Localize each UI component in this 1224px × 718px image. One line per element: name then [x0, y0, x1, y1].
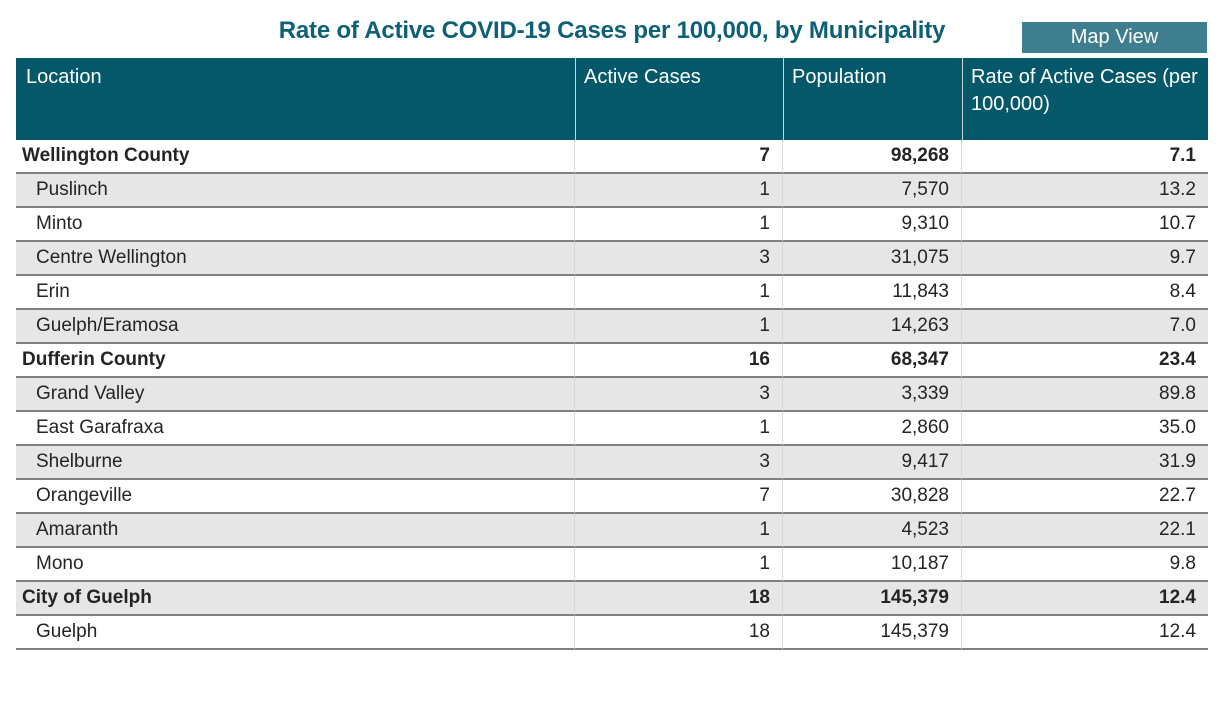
table-row[interactable]: Centre Wellington 3 31,075 9.7	[16, 242, 1208, 276]
table-row[interactable]: Grand Valley 3 3,339 89.8	[16, 378, 1208, 412]
active-cases-cell: 1	[575, 514, 783, 548]
active-cases-cell: 1	[575, 208, 783, 242]
active-cases-cell: 3	[575, 378, 783, 412]
table-row[interactable]: Erin 1 11,843 8.4	[16, 276, 1208, 310]
rate-cell: 9.8	[962, 548, 1208, 582]
table-row[interactable]: East Garafraxa 1 2,860 35.0	[16, 412, 1208, 446]
population-cell: 68,347	[783, 344, 962, 378]
population-cell: 9,417	[783, 446, 962, 480]
covid-rates-table: Location Active Cases Population Rate of…	[16, 58, 1208, 650]
table-header-row: Location Active Cases Population Rate of…	[16, 58, 1208, 140]
report-header: Rate of Active COVID-19 Cases per 100,00…	[0, 0, 1224, 58]
active-cases-cell: 1	[575, 174, 783, 208]
population-cell: 7,570	[783, 174, 962, 208]
rate-cell: 22.1	[962, 514, 1208, 548]
active-cases-cell: 1	[575, 412, 783, 446]
active-cases-cell: 18	[575, 582, 783, 616]
table-row[interactable]: Wellington County 7 98,268 7.1	[16, 140, 1208, 174]
table-body: Wellington County 7 98,268 7.1 Puslinch …	[16, 140, 1208, 650]
active-cases-cell: 7	[575, 140, 783, 174]
population-cell: 10,187	[783, 548, 962, 582]
population-cell: 14,263	[783, 310, 962, 344]
rate-cell: 10.7	[962, 208, 1208, 242]
location-cell: Erin	[16, 276, 575, 310]
population-cell: 98,268	[783, 140, 962, 174]
rate-cell: 12.4	[962, 582, 1208, 616]
active-cases-cell: 3	[575, 446, 783, 480]
rate-cell: 13.2	[962, 174, 1208, 208]
table-row[interactable]: City of Guelph 18 145,379 12.4	[16, 582, 1208, 616]
population-cell: 2,860	[783, 412, 962, 446]
location-cell: Centre Wellington	[16, 242, 575, 276]
population-cell: 31,075	[783, 242, 962, 276]
rate-cell: 31.9	[962, 446, 1208, 480]
rate-cell: 8.4	[962, 276, 1208, 310]
active-cases-cell: 1	[575, 276, 783, 310]
location-cell: Guelph	[16, 616, 575, 650]
column-header-population[interactable]: Population	[783, 58, 962, 140]
rate-cell: 12.4	[962, 616, 1208, 650]
active-cases-cell: 1	[575, 548, 783, 582]
table-row[interactable]: Shelburne 3 9,417 31.9	[16, 446, 1208, 480]
location-cell: East Garafraxa	[16, 412, 575, 446]
location-cell: Minto	[16, 208, 575, 242]
location-cell: Dufferin County	[16, 344, 575, 378]
active-cases-cell: 3	[575, 242, 783, 276]
rate-cell: 22.7	[962, 480, 1208, 514]
population-cell: 9,310	[783, 208, 962, 242]
location-cell: Mono	[16, 548, 575, 582]
location-cell: Orangeville	[16, 480, 575, 514]
location-cell: Shelburne	[16, 446, 575, 480]
rate-cell: 7.0	[962, 310, 1208, 344]
population-cell: 11,843	[783, 276, 962, 310]
column-header-active-cases[interactable]: Active Cases	[575, 58, 783, 140]
page-title: Rate of Active COVID-19 Cases per 100,00…	[278, 17, 946, 44]
location-cell: Guelph/Eramosa	[16, 310, 575, 344]
table-row[interactable]: Dufferin County 16 68,347 23.4	[16, 344, 1208, 378]
table-row[interactable]: Guelph/Eramosa 1 14,263 7.0	[16, 310, 1208, 344]
active-cases-cell: 16	[575, 344, 783, 378]
location-cell: Grand Valley	[16, 378, 575, 412]
column-header-rate[interactable]: Rate of Active Cases (per 100,000)	[962, 58, 1208, 140]
table-row[interactable]: Guelph 18 145,379 12.4	[16, 616, 1208, 650]
location-cell: Amaranth	[16, 514, 575, 548]
rate-cell: 89.8	[962, 378, 1208, 412]
population-cell: 3,339	[783, 378, 962, 412]
rate-cell: 35.0	[962, 412, 1208, 446]
active-cases-cell: 18	[575, 616, 783, 650]
population-cell: 145,379	[783, 582, 962, 616]
column-header-location[interactable]: Location	[16, 58, 575, 140]
rate-cell: 7.1	[962, 140, 1208, 174]
location-cell: Wellington County	[16, 140, 575, 174]
table-row[interactable]: Mono 1 10,187 9.8	[16, 548, 1208, 582]
active-cases-cell: 1	[575, 310, 783, 344]
population-cell: 145,379	[783, 616, 962, 650]
active-cases-cell: 7	[575, 480, 783, 514]
map-view-button[interactable]: Map View	[1022, 22, 1207, 53]
table-row[interactable]: Amaranth 1 4,523 22.1	[16, 514, 1208, 548]
rate-cell: 9.7	[962, 242, 1208, 276]
population-cell: 30,828	[783, 480, 962, 514]
location-cell: Puslinch	[16, 174, 575, 208]
table-row[interactable]: Minto 1 9,310 10.7	[16, 208, 1208, 242]
population-cell: 4,523	[783, 514, 962, 548]
table-row[interactable]: Orangeville 7 30,828 22.7	[16, 480, 1208, 514]
rate-cell: 23.4	[962, 344, 1208, 378]
table-row[interactable]: Puslinch 1 7,570 13.2	[16, 174, 1208, 208]
location-cell: City of Guelph	[16, 582, 575, 616]
